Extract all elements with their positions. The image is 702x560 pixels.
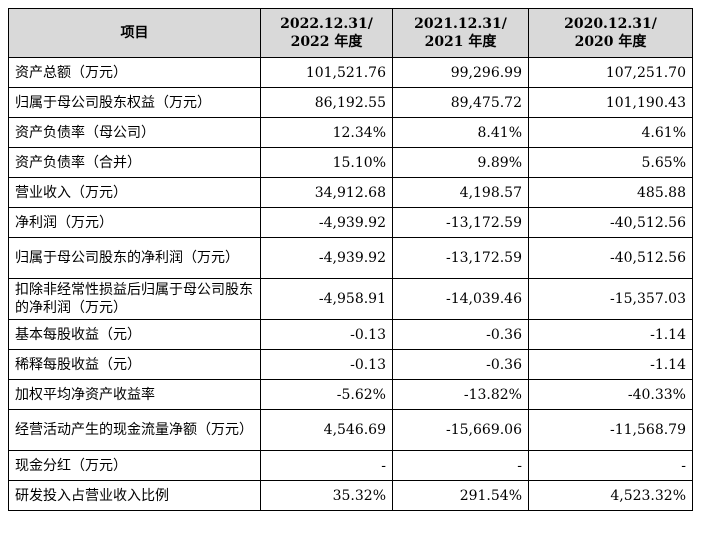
financial-summary-table-container: 项目 2022.12.31/2022 年度 2021.12.31/2021 年度…: [8, 8, 693, 511]
table-row: 资产负债率（母公司） 12.34% 8.41% 4.61%: [8, 117, 693, 148]
header-2020: 2020.12.31/2020 年度: [528, 8, 693, 58]
cell-2021: -13,172.59: [392, 237, 529, 279]
row-label: 现金分红（万元）: [8, 450, 261, 481]
table-row: 归属于母公司股东的净利润（万元） -4,939.92 -13,172.59 -4…: [8, 237, 693, 279]
table-row: 稀释每股收益（元） -0.13 -0.36 -1.14: [8, 349, 693, 380]
row-label: 稀释每股收益（元）: [8, 349, 261, 380]
cell-2020: -11,568.79: [528, 409, 693, 451]
cell-2021: -13,172.59: [392, 207, 529, 238]
row-label: 资产总额（万元）: [8, 57, 261, 88]
cell-2022: -4,939.92: [260, 237, 393, 279]
table-row: 归属于母公司股东权益（万元） 86,192.55 89,475.72 101,1…: [8, 87, 693, 118]
row-label: 净利润（万元）: [8, 207, 261, 238]
cell-2022: -0.13: [260, 349, 393, 380]
cell-2021: 4,198.57: [392, 177, 529, 208]
cell-2020: -1.14: [528, 349, 693, 380]
row-label: 归属于母公司股东权益（万元）: [8, 87, 261, 118]
cell-2020: -1.14: [528, 319, 693, 350]
cell-2020: -40,512.56: [528, 237, 693, 279]
row-label: 研发投入占营业收入比例: [8, 480, 261, 511]
row-label: 基本每股收益（元）: [8, 319, 261, 350]
cell-2021: -0.36: [392, 319, 529, 350]
table-row: 加权平均净资产收益率 -5.62% -13.82% -40.33%: [8, 379, 693, 410]
cell-2022: 12.34%: [260, 117, 393, 148]
cell-2022: 35.32%: [260, 480, 393, 511]
financial-summary-table: 项目 2022.12.31/2022 年度 2021.12.31/2021 年度…: [8, 8, 693, 511]
table-row: 资产总额（万元） 101,521.76 99,296.99 107,251.70: [8, 57, 693, 88]
row-label: 归属于母公司股东的净利润（万元）: [8, 237, 261, 279]
cell-2021: 99,296.99: [392, 57, 529, 88]
table-row: 扣除非经常性损益后归属于母公司股东的净利润（万元） -4,958.91 -14,…: [8, 278, 693, 320]
cell-2022: -4,939.92: [260, 207, 393, 238]
cell-2022: -4,958.91: [260, 278, 393, 320]
table-row: 经营活动产生的现金流量净额（万元） 4,546.69 -15,669.06 -1…: [8, 409, 693, 451]
cell-2022: 86,192.55: [260, 87, 393, 118]
cell-2020: 4.61%: [528, 117, 693, 148]
row-label: 扣除非经常性损益后归属于母公司股东的净利润（万元）: [8, 278, 261, 320]
table-row: 研发投入占营业收入比例 35.32% 291.54% 4,523.32%: [8, 480, 693, 511]
row-label: 经营活动产生的现金流量净额（万元）: [8, 409, 261, 451]
cell-2020: -15,357.03: [528, 278, 693, 320]
cell-2022: 4,546.69: [260, 409, 393, 451]
header-2021-date: 2021.12.31/: [414, 16, 507, 32]
cell-2020: 101,190.43: [528, 87, 693, 118]
cell-2021: 291.54%: [392, 480, 529, 511]
header-2020-year: 2020 年度: [574, 34, 647, 50]
cell-2022: -: [260, 450, 393, 481]
cell-2021: 9.89%: [392, 147, 529, 178]
header-2022: 2022.12.31/2022 年度: [260, 8, 393, 58]
header-2022-date: 2022.12.31/: [280, 16, 373, 32]
cell-2021: 8.41%: [392, 117, 529, 148]
cell-2021: -: [392, 450, 529, 481]
cell-2021: -0.36: [392, 349, 529, 380]
cell-2020: 107,251.70: [528, 57, 693, 88]
cell-2021: -15,669.06: [392, 409, 529, 451]
header-item-label: 项目: [120, 25, 149, 41]
row-label: 加权平均净资产收益率: [8, 379, 261, 410]
header-2021-year: 2021 年度: [424, 34, 497, 50]
table-header-row: 项目 2022.12.31/2022 年度 2021.12.31/2021 年度…: [8, 8, 693, 58]
row-label: 资产负债率（合并）: [8, 147, 261, 178]
cell-2020: -40,512.56: [528, 207, 693, 238]
cell-2022: 101,521.76: [260, 57, 393, 88]
cell-2022: -5.62%: [260, 379, 393, 410]
row-label: 营业收入（万元）: [8, 177, 261, 208]
header-2022-year: 2022 年度: [290, 34, 363, 50]
table-row: 营业收入（万元） 34,912.68 4,198.57 485.88: [8, 177, 693, 208]
table-row: 净利润（万元） -4,939.92 -13,172.59 -40,512.56: [8, 207, 693, 238]
cell-2020: 485.88: [528, 177, 693, 208]
header-item: 项目: [8, 8, 261, 58]
header-2020-date: 2020.12.31/: [564, 16, 657, 32]
cell-2022: 15.10%: [260, 147, 393, 178]
table-row: 现金分红（万元） - - -: [8, 450, 693, 481]
header-2021: 2021.12.31/2021 年度: [392, 8, 529, 58]
cell-2021: -14,039.46: [392, 278, 529, 320]
table-row: 基本每股收益（元） -0.13 -0.36 -1.14: [8, 319, 693, 350]
cell-2020: -: [528, 450, 693, 481]
cell-2022: 34,912.68: [260, 177, 393, 208]
row-label: 资产负债率（母公司）: [8, 117, 261, 148]
cell-2021: 89,475.72: [392, 87, 529, 118]
cell-2020: -40.33%: [528, 379, 693, 410]
table-row: 资产负债率（合并） 15.10% 9.89% 5.65%: [8, 147, 693, 178]
cell-2020: 5.65%: [528, 147, 693, 178]
cell-2022: -0.13: [260, 319, 393, 350]
cell-2020: 4,523.32%: [528, 480, 693, 511]
cell-2021: -13.82%: [392, 379, 529, 410]
